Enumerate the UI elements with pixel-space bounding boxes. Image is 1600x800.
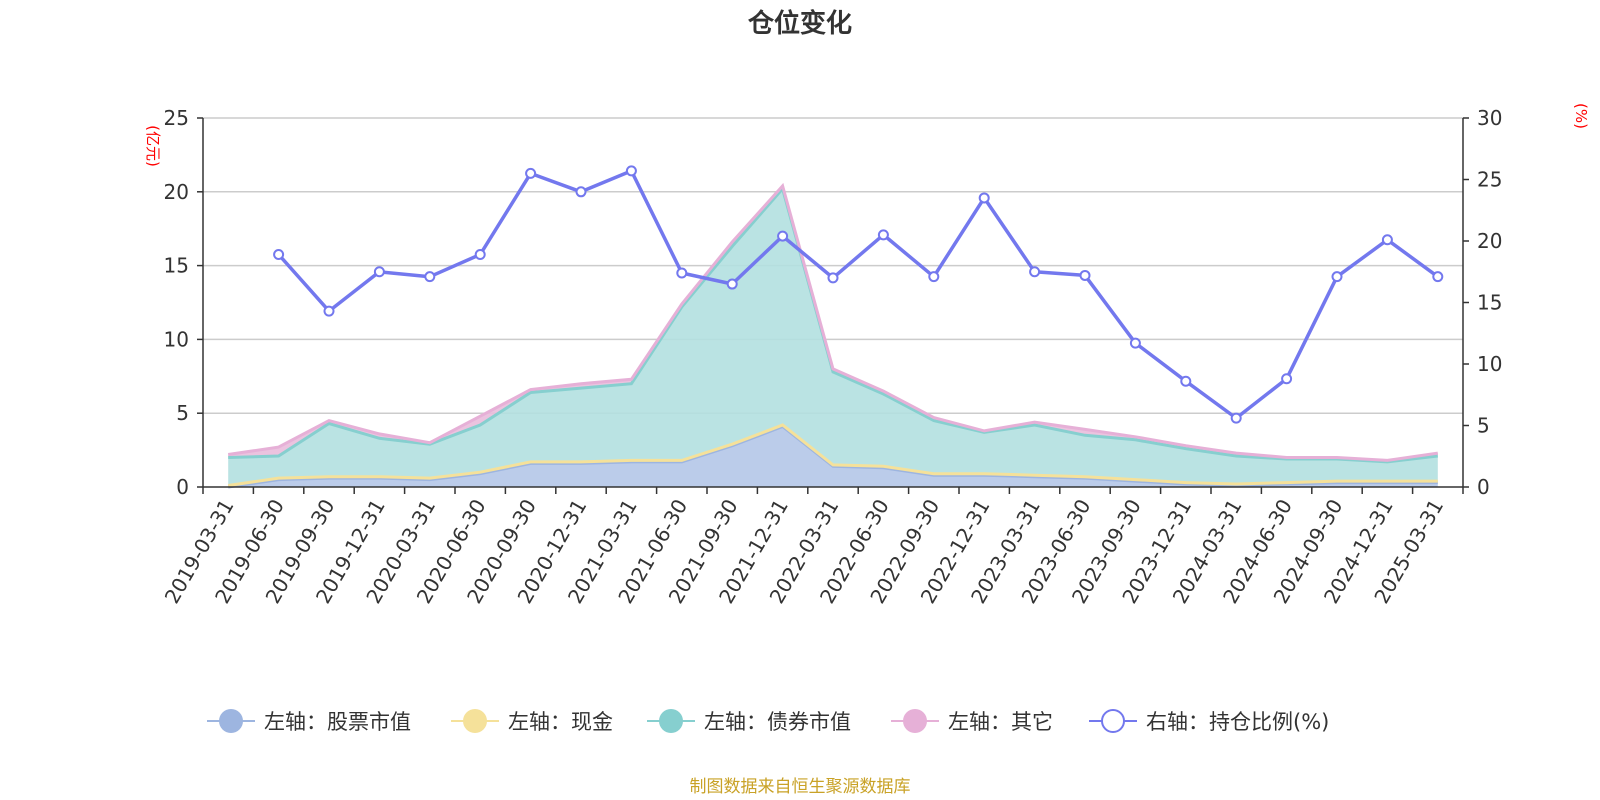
right-axis-tick-label: 25: [1477, 168, 1502, 192]
legend-label: 左轴：其它: [948, 710, 1053, 734]
right-axis-tick-label: 15: [1477, 291, 1502, 315]
position-ratio-point: [525, 167, 537, 179]
legend-marker: [219, 709, 243, 733]
position-ratio-point: [373, 266, 385, 278]
position-ratio-point: [273, 249, 285, 261]
position-ratio-point: [1381, 234, 1393, 246]
stacked-areas: [227, 182, 1439, 489]
position-ratio-polyline: [277, 169, 1439, 420]
right-axis-tick-label: 30: [1477, 106, 1502, 130]
legend-label: 左轴：现金: [508, 710, 613, 734]
chart-title: 仓位变化: [747, 8, 852, 39]
left-axis-tick-label: 10: [164, 327, 189, 351]
right-axis-tick-label: 10: [1477, 352, 1502, 376]
position-ratio-point: [1079, 269, 1091, 281]
legend-marker: [903, 709, 927, 733]
legend-marker: [659, 709, 683, 733]
position-ratio-point: [1432, 271, 1444, 283]
right-axis-tick-label: 0: [1477, 475, 1490, 499]
legend-label: 右轴：持仓比例(%): [1146, 710, 1329, 734]
legend-marker: [1101, 709, 1125, 733]
position-ratio-point: [1129, 337, 1141, 349]
position-ratio-point: [474, 249, 486, 261]
left-axis-tick-label: 25: [164, 106, 189, 130]
position-ratio-point: [877, 229, 889, 241]
grid-lines: [203, 117, 1463, 414]
right-axis-unit: (%): [1572, 103, 1590, 129]
position-ratio-point: [726, 278, 738, 290]
position-ratio-point: [323, 305, 335, 317]
legend-marker: [463, 709, 487, 733]
position-ratio-point: [625, 165, 637, 177]
legend-label: 左轴：债券市值: [704, 710, 851, 734]
left-axis-tick-label: 5: [176, 401, 189, 425]
position-ratio-point: [1029, 266, 1041, 278]
left-axis-tick-label: 0: [176, 475, 189, 499]
legend: 左轴：股票市值 左轴：现金 左轴：债券市值 左轴：其它 右轴：持仓比例(%): [207, 709, 1329, 734]
position-ratio-point: [424, 271, 436, 283]
left-axis-tick-label: 15: [164, 254, 189, 278]
position-ratio-point: [1281, 373, 1293, 385]
position-ratio-point: [827, 272, 839, 284]
area-fill: [228, 426, 1438, 487]
position-ratio-line: [273, 165, 1444, 424]
legend-label: 左轴：股票市值: [264, 710, 411, 734]
position-ratio-point: [575, 186, 587, 198]
position-ratio-point: [928, 271, 940, 283]
area-fill: [228, 188, 1438, 486]
right-axis-tick-label: 5: [1477, 414, 1490, 438]
area-series-line: [227, 182, 1439, 462]
position-ratio-point: [978, 192, 990, 204]
left-axis-tick-label: 20: [164, 180, 189, 204]
area-series-line: [227, 423, 1438, 487]
position-ratio-point: [1180, 375, 1192, 387]
position-ratio-point: [777, 230, 789, 242]
position-ratio-point: [676, 267, 688, 279]
left-axis-unit: (亿元): [144, 125, 162, 167]
right-axis-tick-label: 20: [1477, 229, 1502, 253]
position-ratio-point: [1331, 271, 1343, 283]
data-source-note: 制图数据来自恒生聚源数据库: [690, 777, 911, 797]
position-ratio-point: [1230, 412, 1242, 424]
